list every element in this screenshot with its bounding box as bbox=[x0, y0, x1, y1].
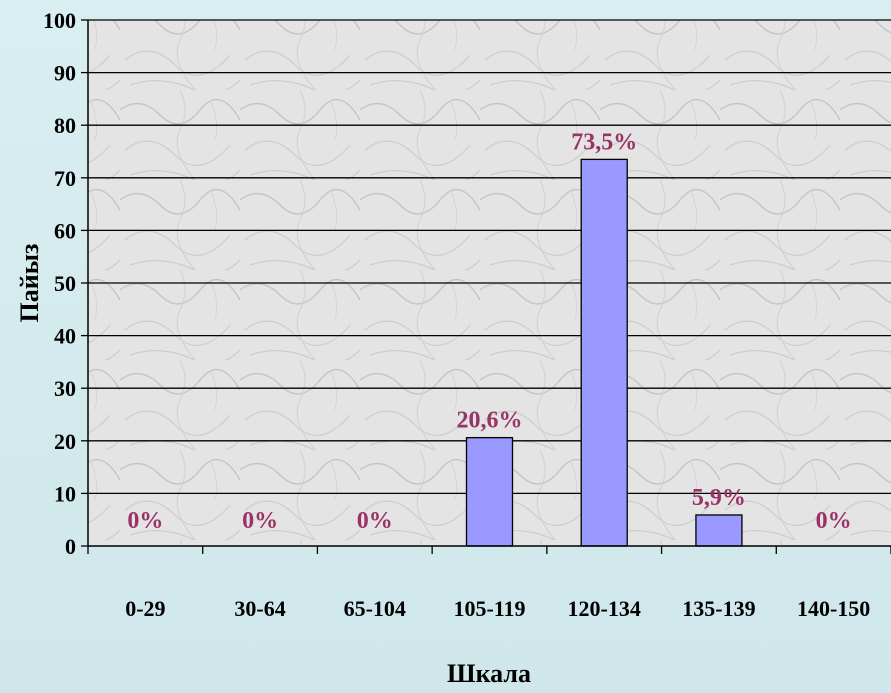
x-tick-label: 135-139 bbox=[682, 596, 755, 621]
bars bbox=[465, 158, 743, 547]
data-label: 0% bbox=[816, 508, 852, 534]
y-tick-label: 80 bbox=[54, 113, 76, 138]
y-axis-title: Пайыз bbox=[15, 244, 44, 323]
x-tick-label: 30-64 bbox=[234, 596, 285, 621]
data-labels: 0% 0% 0% 20,6% 73,5% 5,9% 0% bbox=[127, 129, 851, 534]
data-label: 20,6% bbox=[457, 408, 523, 434]
data-label: 0% bbox=[242, 508, 278, 534]
axes bbox=[81, 19, 891, 554]
y-tick-label: 20 bbox=[54, 429, 76, 454]
y-tick-label: 0 bbox=[65, 534, 76, 559]
x-tick-label: 140-150 bbox=[797, 596, 870, 621]
y-tick-label: 60 bbox=[54, 218, 76, 243]
y-tick-label: 100 bbox=[43, 8, 76, 33]
y-tick-labels: 0 10 20 30 40 50 60 70 80 90 100 bbox=[43, 8, 76, 559]
data-label: 5,9% bbox=[692, 485, 746, 511]
x-tick-label: 0-29 bbox=[125, 596, 165, 621]
data-label: 0% bbox=[357, 508, 393, 534]
y-tick-label: 10 bbox=[54, 481, 76, 506]
x-tick-label: 105-119 bbox=[453, 596, 525, 621]
x-tick-labels: 0-29 30-64 65-104 105-119 120-134 135-139 140-… bbox=[125, 596, 870, 621]
x-tick-label: 65-104 bbox=[344, 596, 406, 621]
data-label: 73,5% bbox=[571, 129, 637, 155]
bar bbox=[580, 158, 628, 547]
data-label: 0% bbox=[127, 508, 163, 534]
x-tick-label: 120-134 bbox=[568, 596, 641, 621]
y-tick-label: 30 bbox=[54, 376, 76, 401]
x-axis-title: Шкала bbox=[447, 659, 531, 688]
bar bbox=[465, 436, 514, 547]
y-tick-label: 90 bbox=[54, 61, 76, 86]
y-tick-label: 70 bbox=[54, 166, 76, 191]
y-tick-label: 40 bbox=[54, 324, 76, 349]
y-tick-label: 50 bbox=[54, 271, 76, 296]
bar bbox=[695, 514, 743, 547]
